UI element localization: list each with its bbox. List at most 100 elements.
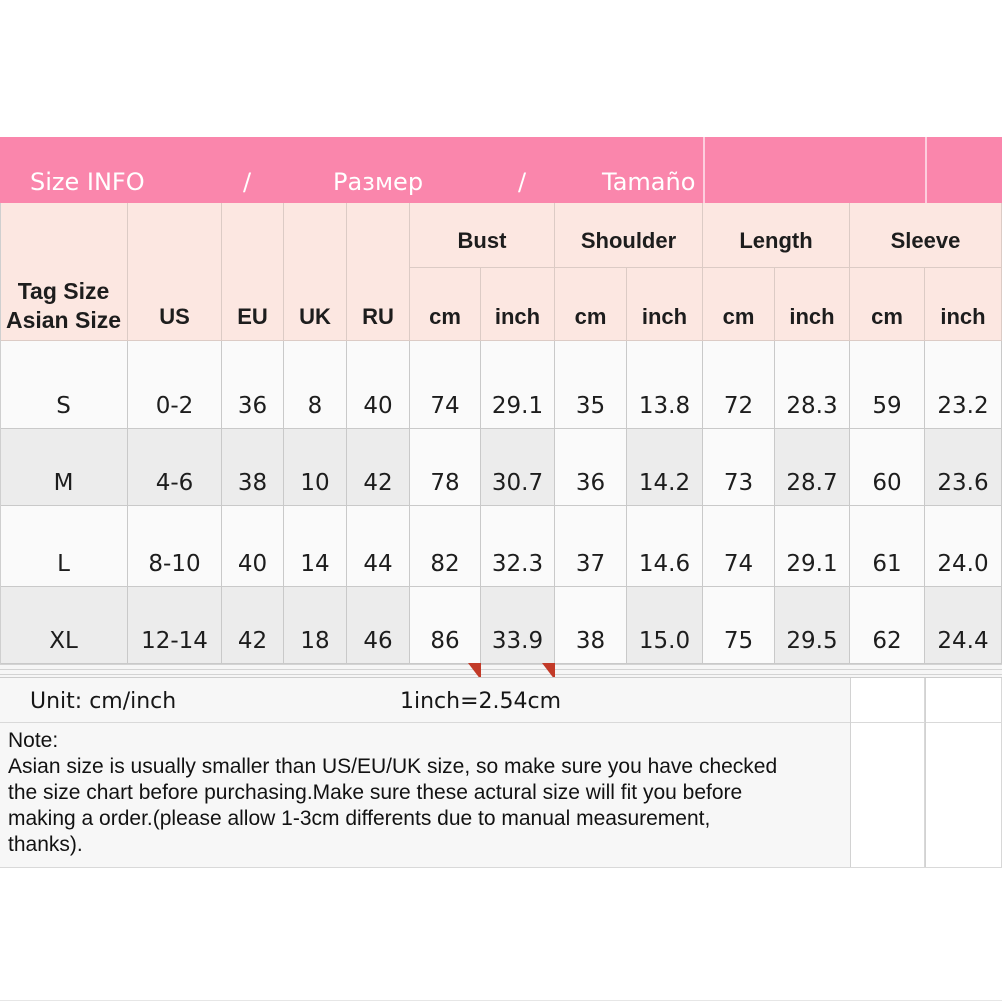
- column-header-ru: RU: [347, 203, 410, 341]
- note-line-3: making a order.(please allow 1-3cm diffe…: [8, 807, 711, 830]
- table-cell: 42: [347, 429, 410, 506]
- table-cell: 74: [410, 341, 481, 429]
- unit-conversion: 1inch=2.54cm: [400, 689, 562, 714]
- empty-cell: [850, 722, 925, 867]
- table-cell: 29.1: [481, 341, 555, 429]
- note-panel: Note: Asian size is usually smaller than…: [0, 722, 850, 867]
- title-size-info: Size INFO: [30, 168, 145, 196]
- table-cell: 14.2: [627, 429, 703, 506]
- table-cell: 62: [850, 587, 925, 664]
- table-cell: 24.4: [925, 587, 1002, 664]
- table-cell: 38: [222, 429, 284, 506]
- empty-cell: [850, 678, 925, 722]
- collapsed-rows-band: [0, 664, 1002, 678]
- corner-line-1: Tag Size: [17, 278, 110, 304]
- table-cell: 8-10: [128, 506, 222, 587]
- table-cell: 37: [555, 506, 627, 587]
- unit-header-sleeve-inch: inch: [925, 268, 1002, 341]
- table-cell: 33.9: [481, 587, 555, 664]
- note-line-4: thanks).: [8, 833, 83, 856]
- table-cell: 4-6: [128, 429, 222, 506]
- unit-header-length-cm: cm: [703, 268, 775, 341]
- row-tag-l: L: [0, 506, 128, 587]
- group-header-length: Length: [703, 203, 850, 268]
- column-header-eu: EU: [222, 203, 284, 341]
- unit-header-length-inch: inch: [775, 268, 850, 341]
- row-tag-xl: XL: [0, 587, 128, 664]
- unit-bar: Unit: cm/inch 1inch=2.54cm: [0, 678, 850, 722]
- table-cell: 13.8: [627, 341, 703, 429]
- row-tag-s: S: [0, 341, 128, 429]
- table-cell: 15.0: [627, 587, 703, 664]
- table-cell: 60: [850, 429, 925, 506]
- note-title: Note:: [8, 729, 59, 752]
- divider-line: [0, 722, 1002, 723]
- table-cell: 29.1: [775, 506, 850, 587]
- table-corner-header: Tag Size Asian Size: [0, 203, 128, 341]
- divider-line: [0, 677, 1002, 678]
- red-flag-marker: [468, 663, 481, 680]
- column-header-us: US: [128, 203, 222, 341]
- table-left-border: [0, 203, 1, 664]
- table-cell: 18: [284, 587, 347, 664]
- table-cell: 36: [222, 341, 284, 429]
- note-line-1: Asian size is usually smaller than US/EU…: [8, 755, 778, 778]
- table-cell: 0-2: [128, 341, 222, 429]
- group-header-shoulder: Shoulder: [555, 203, 703, 268]
- table-cell: 40: [347, 341, 410, 429]
- title-slash-1: /: [243, 168, 252, 196]
- empty-cell: [925, 678, 1002, 722]
- table-cell: 82: [410, 506, 481, 587]
- unit-header-bust-cm: cm: [410, 268, 481, 341]
- red-flag-marker: [542, 663, 555, 680]
- table-cell: 24.0: [925, 506, 1002, 587]
- banner-divider: [925, 137, 927, 203]
- table-cell: 86: [410, 587, 481, 664]
- group-header-sleeve: Sleeve: [850, 203, 1002, 268]
- table-cell: 32.3: [481, 506, 555, 587]
- table-cell: 78: [410, 429, 481, 506]
- group-header-bust: Bust: [410, 203, 555, 268]
- table-cell: 28.7: [775, 429, 850, 506]
- table-cell: 61: [850, 506, 925, 587]
- table-cell: 75: [703, 587, 775, 664]
- column-header-uk: UK: [284, 203, 347, 341]
- unit-label: Unit: cm/inch: [30, 689, 177, 714]
- unit-header-sleeve-cm: cm: [850, 268, 925, 341]
- table-cell: 35: [555, 341, 627, 429]
- unit-header-shoulder-inch: inch: [627, 268, 703, 341]
- table-cell: 14.6: [627, 506, 703, 587]
- table-cell: 12-14: [128, 587, 222, 664]
- table-cell: 42: [222, 587, 284, 664]
- divider-line: [0, 867, 1002, 868]
- table-cell: 23.2: [925, 341, 1002, 429]
- table-cell: 10: [284, 429, 347, 506]
- table-cell: 28.3: [775, 341, 850, 429]
- table-cell: 73: [703, 429, 775, 506]
- title-slash-2: /: [518, 168, 527, 196]
- table-cell: 46: [347, 587, 410, 664]
- table-cell: 40: [222, 506, 284, 587]
- table-cell: 14: [284, 506, 347, 587]
- image-bottom-edge: [0, 1000, 1002, 1001]
- divider-line: [925, 678, 926, 867]
- corner-line-2: Asian Size: [5, 307, 122, 333]
- table-cell: 30.7: [481, 429, 555, 506]
- table-cell: 36: [555, 429, 627, 506]
- table-cell: 72: [703, 341, 775, 429]
- unit-header-shoulder-cm: cm: [555, 268, 627, 341]
- title-banner: Size INFO / Размер / Tamaño: [0, 137, 1002, 203]
- banner-divider: [703, 137, 705, 203]
- title-tamano: Tamaño: [602, 168, 696, 196]
- table-cell: 29.5: [775, 587, 850, 664]
- empty-cell: [925, 722, 1002, 867]
- table-cell: 38: [555, 587, 627, 664]
- row-tag-m: M: [0, 429, 128, 506]
- table-cell: 74: [703, 506, 775, 587]
- table-cell: 59: [850, 341, 925, 429]
- note-line-2: the size chart before purchasing.Make su…: [8, 781, 743, 804]
- table-cell: 44: [347, 506, 410, 587]
- unit-header-bust-inch: inch: [481, 268, 555, 341]
